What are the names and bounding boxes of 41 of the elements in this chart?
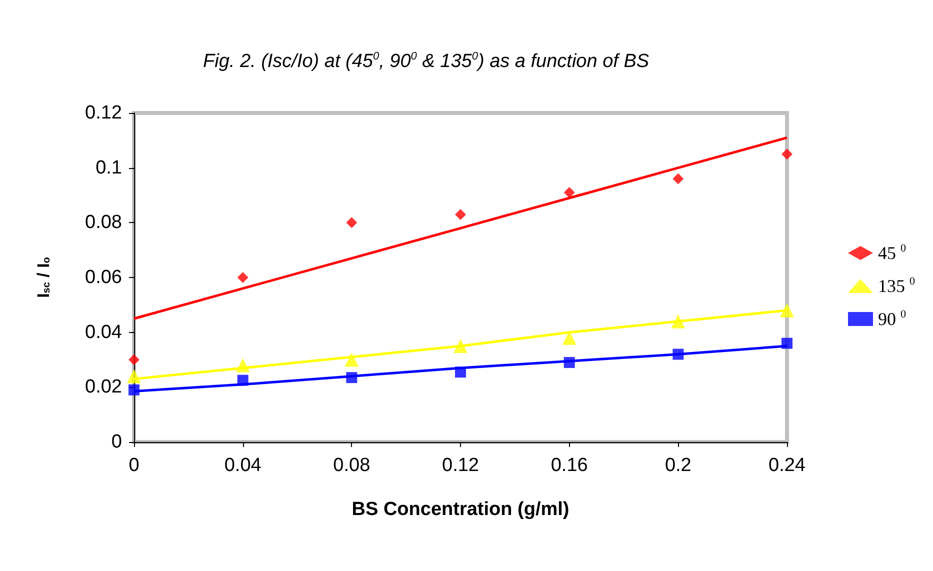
y-tick-label: 0.06 xyxy=(85,267,122,288)
point xyxy=(671,314,686,328)
x-tick-label: 0.16 xyxy=(550,455,588,476)
point xyxy=(237,374,248,386)
point xyxy=(780,303,794,318)
x-tick-label: 0 xyxy=(128,455,140,476)
point xyxy=(782,338,792,349)
point xyxy=(344,352,359,367)
point xyxy=(128,384,140,396)
y-tick-label: 0 xyxy=(111,432,122,452)
legend-label: 135 0 xyxy=(878,276,916,296)
y-tick-label: 0.08 xyxy=(85,212,122,234)
line-series xyxy=(132,136,788,320)
point xyxy=(455,208,466,220)
point xyxy=(672,173,684,184)
point xyxy=(127,369,141,384)
y-tick-label: 0.1 xyxy=(96,157,122,178)
point xyxy=(672,348,684,360)
point xyxy=(455,366,466,378)
point xyxy=(782,148,792,160)
point xyxy=(564,356,575,368)
point xyxy=(454,339,468,354)
y-tick-label: 0.04 xyxy=(85,322,122,343)
x-tick-label: 0.2 xyxy=(664,455,692,476)
x-tick-label: 0.12 xyxy=(442,455,479,476)
x-tick-label: 0.08 xyxy=(333,455,370,476)
point xyxy=(562,330,576,345)
y-tick-label: 0.12 xyxy=(85,102,122,124)
point xyxy=(346,372,358,384)
x-axis-title: BS Concentration (g/ml) xyxy=(352,499,570,520)
point xyxy=(346,217,358,228)
y-tick-label: 0.02 xyxy=(85,376,122,398)
x-tick-label: 0.24 xyxy=(768,455,806,476)
legend-label: 90 0 xyxy=(878,308,906,329)
point xyxy=(128,354,140,366)
point xyxy=(236,358,250,372)
x-tick-label: 0.04 xyxy=(224,455,262,476)
point xyxy=(564,187,575,198)
point xyxy=(237,272,248,283)
y-axis-title: Isc / Io xyxy=(34,257,53,298)
legend-label: 45 0 xyxy=(878,242,906,263)
